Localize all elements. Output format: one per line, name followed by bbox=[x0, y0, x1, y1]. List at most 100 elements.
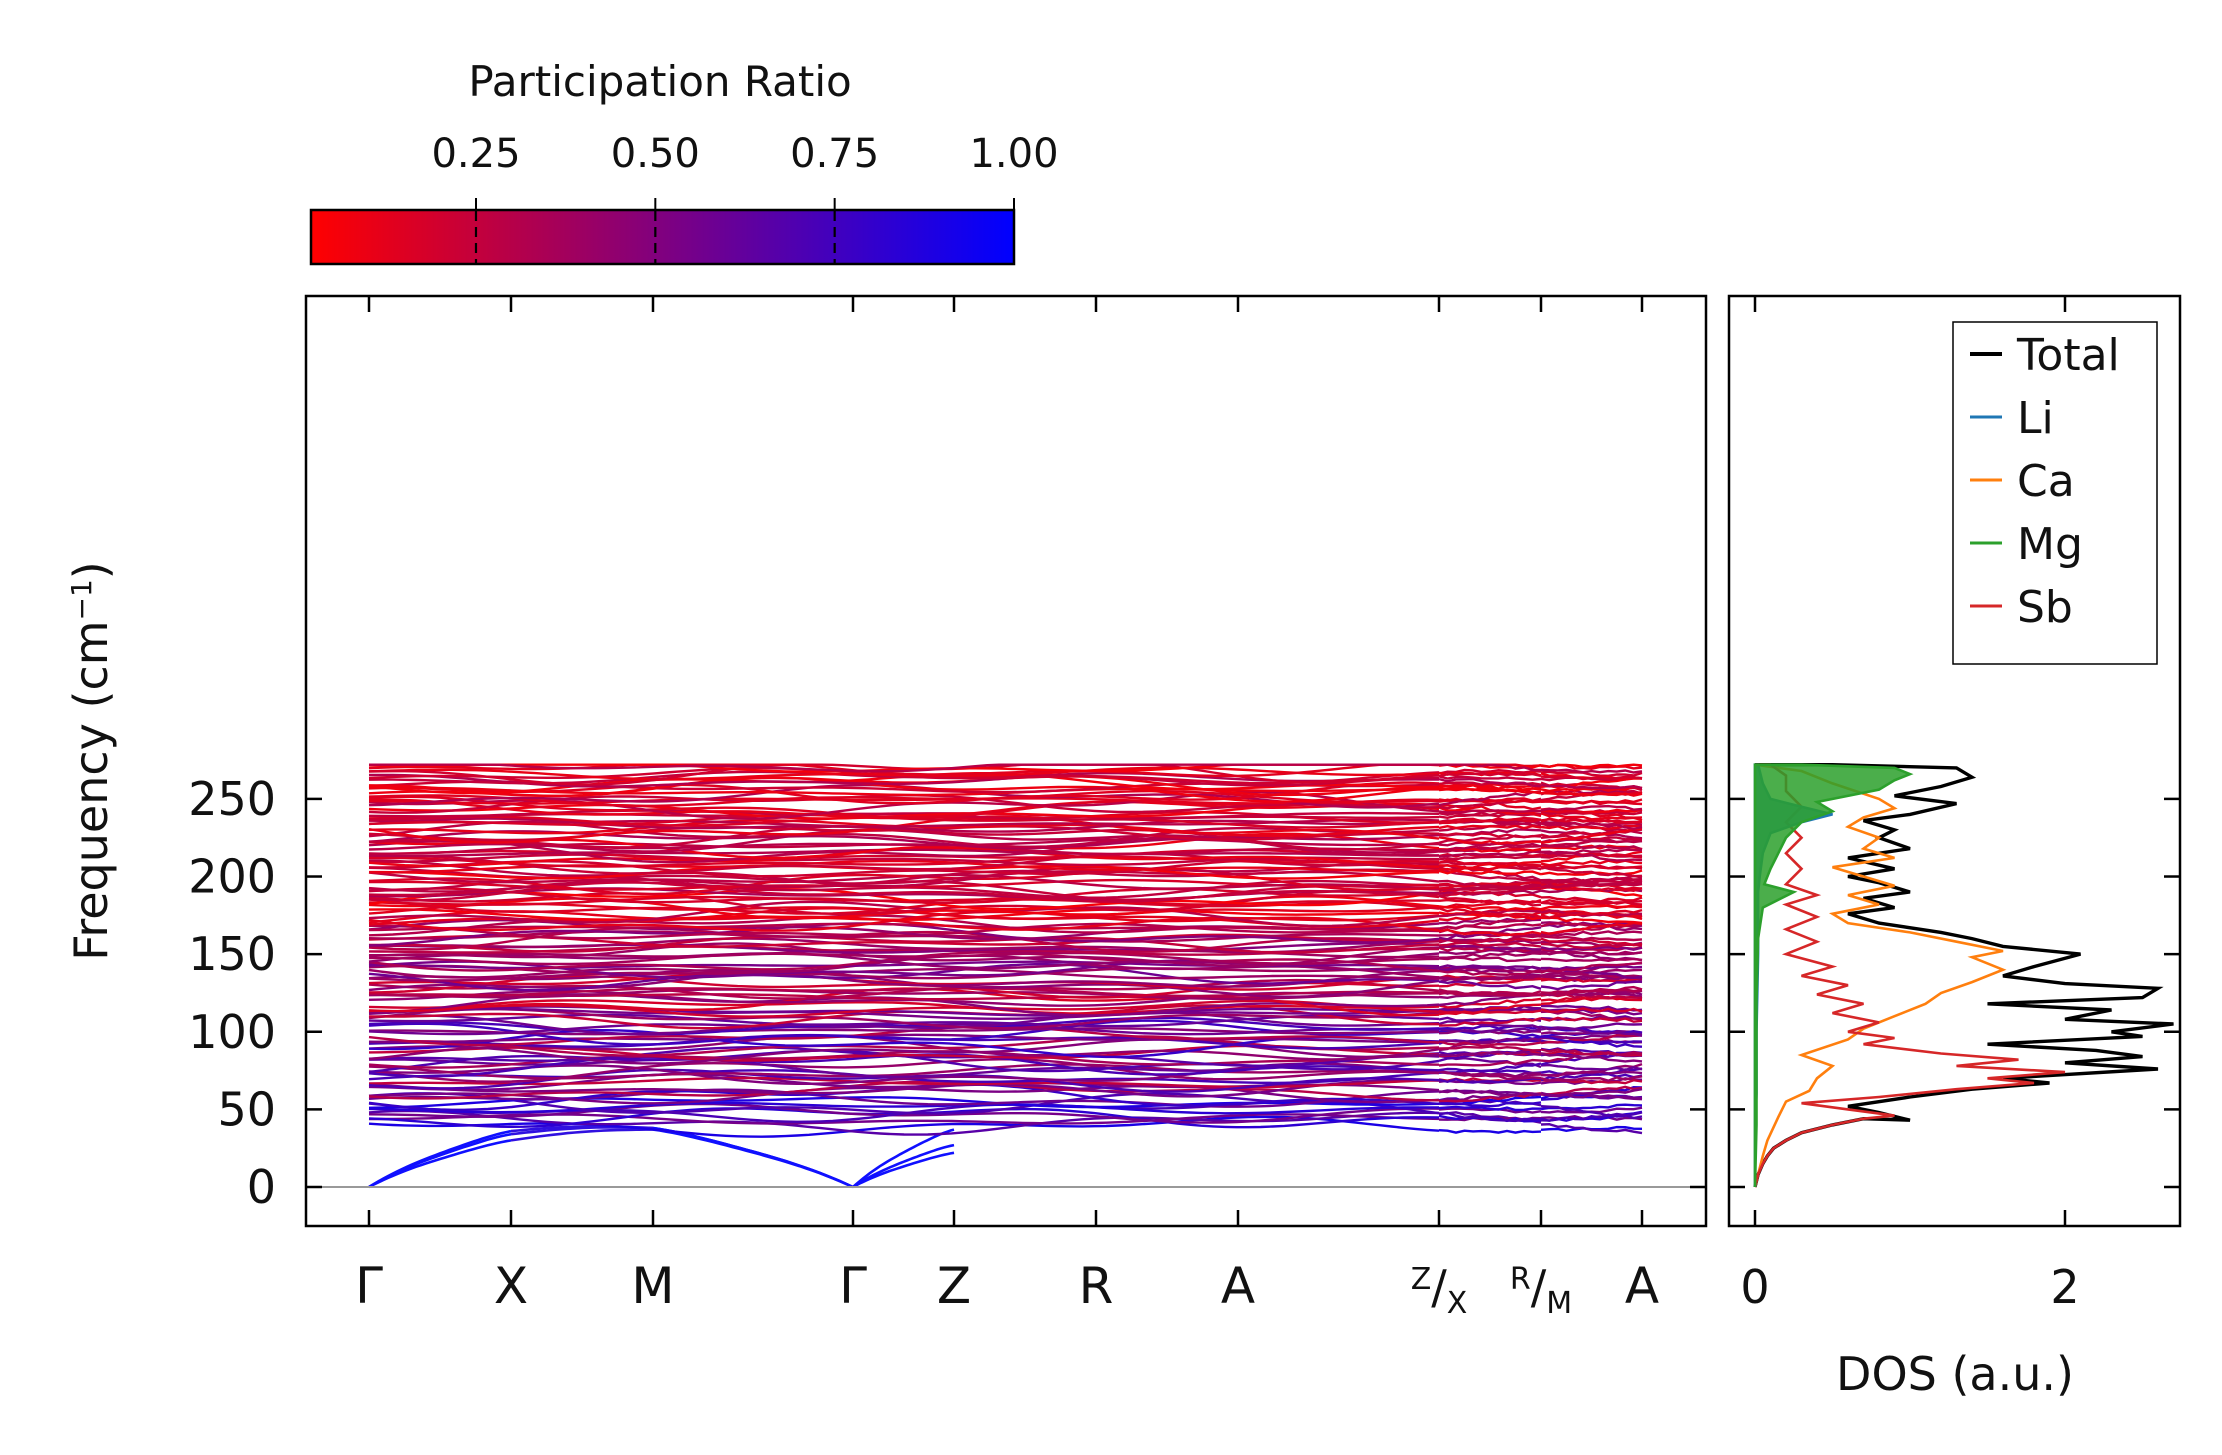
optical-branch bbox=[1438, 915, 1542, 930]
optical-branch bbox=[1540, 903, 1643, 911]
optical-branch bbox=[1540, 807, 1643, 819]
optical-branch bbox=[368, 853, 1439, 867]
optical-branch bbox=[1438, 909, 1542, 918]
optical-branch bbox=[1438, 1007, 1542, 1012]
optical-branch bbox=[1540, 1035, 1643, 1048]
y-tick-label: 250 bbox=[188, 772, 276, 826]
optical-branch bbox=[368, 763, 1439, 778]
optical-branch bbox=[1540, 1016, 1643, 1023]
dos-yaxis-ticks bbox=[1729, 797, 2180, 1189]
optical-branch bbox=[1438, 1088, 1542, 1097]
optical-branch bbox=[368, 797, 1439, 805]
optical-branch bbox=[1438, 1040, 1542, 1047]
optical-branch bbox=[1438, 1003, 1542, 1016]
y-tick-label: 150 bbox=[188, 927, 276, 981]
optical-branch bbox=[1438, 787, 1542, 795]
optical-branch bbox=[1540, 768, 1643, 774]
y-tick-label: 200 bbox=[188, 850, 276, 904]
optical-branch bbox=[1540, 790, 1643, 797]
optical-branch bbox=[1438, 787, 1542, 792]
optical-branch bbox=[1438, 974, 1542, 981]
band-ylabel: Frequency (cm−1) bbox=[64, 561, 118, 961]
optical-branch bbox=[369, 922, 1440, 940]
legend-label: Ca bbox=[2017, 456, 2075, 507]
optical-branch bbox=[368, 1101, 1439, 1115]
kpoint-label: A bbox=[1221, 1257, 1255, 1315]
optical-branch bbox=[1438, 836, 1542, 845]
colorbar-tick-label: 0.25 bbox=[431, 131, 520, 177]
optical-branch bbox=[1540, 1085, 1643, 1096]
optical-branch bbox=[368, 972, 1440, 991]
optical-branch bbox=[368, 1008, 1440, 1030]
band-yaxis: 0 50 100 150 200 250 bbox=[188, 772, 1706, 1214]
optical-branch bbox=[368, 1073, 1440, 1098]
optical-branch bbox=[1438, 997, 1542, 1009]
optical-branch bbox=[1540, 965, 1643, 971]
optical-branch bbox=[368, 889, 1440, 916]
optical-branch bbox=[1438, 1016, 1542, 1027]
acoustic-branch bbox=[510, 1128, 653, 1142]
optical-branch bbox=[1540, 935, 1643, 942]
dos-lines bbox=[1753, 763, 2174, 1188]
optical-branch bbox=[368, 999, 1440, 1015]
acoustic-branch bbox=[852, 1151, 955, 1189]
kpoint-label: Z/X bbox=[1411, 1260, 1468, 1321]
optical-branch bbox=[1438, 1129, 1542, 1134]
y-tick-label: 50 bbox=[217, 1082, 276, 1136]
optical-branch bbox=[368, 987, 1440, 998]
acoustic-branch bbox=[852, 1143, 955, 1189]
optical-branch bbox=[1438, 772, 1542, 778]
optical-branch bbox=[1540, 1088, 1643, 1097]
optical-branch bbox=[1540, 850, 1643, 862]
optical-branch bbox=[368, 968, 1440, 982]
dos-frame bbox=[1727, 294, 2182, 1228]
optical-branch bbox=[1438, 990, 1542, 996]
band-kpoint-axis: Γ X M Γ Z R A Z/X R/M A bbox=[355, 296, 1659, 1321]
optical-branch bbox=[368, 1058, 1440, 1083]
y-tick-label: 100 bbox=[188, 1005, 276, 1059]
optical-branch bbox=[1438, 869, 1542, 882]
colorbar-tick-label: 0.50 bbox=[611, 131, 700, 177]
y-tick-label: 0 bbox=[247, 1160, 276, 1214]
colorbar-tick-label: 1.00 bbox=[969, 131, 1058, 177]
optical-branch bbox=[1438, 1058, 1542, 1067]
optical-branch bbox=[1438, 905, 1542, 912]
legend-label: Mg bbox=[2017, 519, 2083, 570]
optical-branch bbox=[369, 951, 1440, 966]
optical-branch bbox=[1438, 824, 1542, 830]
kpoint-label: A bbox=[1625, 1257, 1659, 1315]
optical-branch bbox=[1540, 1062, 1643, 1078]
optical-branch bbox=[1438, 928, 1542, 937]
optical-branch bbox=[1540, 1007, 1643, 1013]
optical-branch bbox=[1438, 1045, 1542, 1052]
optical-branch bbox=[1540, 775, 1643, 781]
optical-branch bbox=[368, 1010, 1440, 1036]
optical-branch bbox=[1540, 1025, 1643, 1037]
optical-branch bbox=[368, 1019, 1440, 1046]
optical-branch bbox=[1540, 961, 1643, 974]
optical-branch bbox=[368, 968, 1440, 988]
optical-branch bbox=[368, 908, 1440, 922]
optical-branch bbox=[1540, 1033, 1643, 1045]
optical-branch bbox=[1438, 883, 1542, 891]
optical-branch bbox=[369, 855, 1440, 868]
optical-branch bbox=[368, 848, 1440, 858]
optical-branch bbox=[1540, 770, 1643, 778]
kpoint-label: Γ bbox=[355, 1257, 383, 1315]
optical-branch bbox=[1540, 1075, 1643, 1082]
colorbar-ticks: 0.25 0.50 0.75 1.00 bbox=[431, 131, 1059, 263]
optical-branch bbox=[1439, 1092, 1542, 1103]
band-panel: 0 50 100 150 200 250 Γ X M Γ Z R A Z/X R/M A Frequency… bbox=[64, 294, 1708, 1321]
optical-branch bbox=[368, 888, 1440, 911]
optical-branch bbox=[1540, 865, 1643, 878]
dos-series-sb bbox=[1753, 763, 2066, 1188]
optical-branch bbox=[1540, 977, 1643, 983]
optical-branch bbox=[1540, 844, 1643, 851]
optical-branch bbox=[1438, 809, 1542, 814]
optical-branch bbox=[368, 978, 1440, 1000]
optical-branch bbox=[368, 1035, 1440, 1057]
colorbar-gradient bbox=[309, 208, 1016, 266]
optical-branch bbox=[1540, 763, 1643, 769]
